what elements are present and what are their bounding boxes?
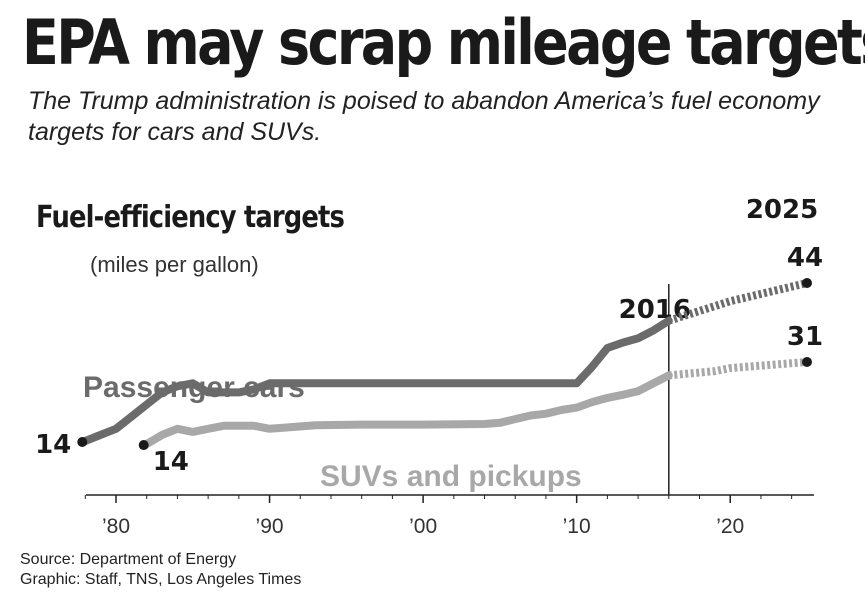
suvs-end-label: 31: [787, 322, 823, 352]
x-tick-label: ’10: [563, 515, 591, 538]
cars-end-point: [802, 278, 812, 288]
x-tick-label: ’00: [409, 515, 437, 538]
suvs-start-point: [138, 440, 149, 451]
chart-unit-label: (miles per gallon): [90, 252, 259, 277]
credit-note: Graphic: Staff, TNS, Los Angeles Times: [20, 571, 302, 588]
suvs-projected-line: [668, 358, 808, 380]
year-2016-label: 2016: [619, 295, 691, 325]
cars-actual-line: [81, 316, 673, 445]
chart-title: Fuel-efficiency targets: [36, 200, 345, 235]
cars-start-point: [77, 437, 88, 447]
headline: EPA may scrap mileage targets: [22, 6, 865, 79]
x-tick-label: ’90: [256, 515, 284, 538]
cars-end-label: 44: [787, 243, 823, 273]
cars-start-label: 14: [35, 430, 71, 460]
subtitle: The Trump administration is poised to ab…: [28, 87, 820, 146]
footer: Source: Department of Energy Graphic: St…: [20, 550, 301, 590]
suvs-actual-line: [142, 371, 673, 448]
cars-series-label: Passenger cars: [83, 371, 305, 404]
source-note: Source: Department of Energy: [20, 551, 237, 568]
x-tick-label: ’20: [716, 515, 744, 538]
year-2025-label: 2025: [746, 195, 818, 225]
suvs-start-label: 14: [153, 447, 189, 477]
x-tick-label: ’80: [102, 515, 130, 538]
suvs-end-point: [802, 357, 812, 367]
suvs-series-label: SUVs and pickups: [320, 460, 582, 493]
cars-projected-line: [667, 279, 808, 325]
